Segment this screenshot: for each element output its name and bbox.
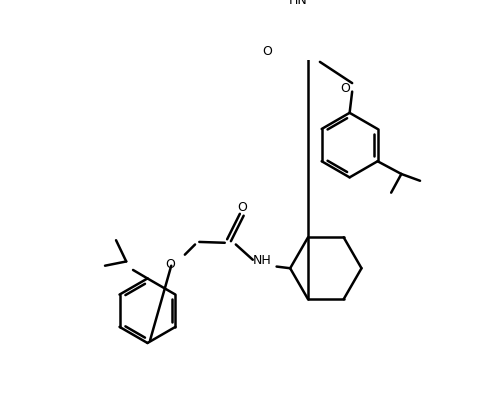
- Text: HN: HN: [288, 0, 307, 7]
- Text: O: O: [340, 82, 350, 95]
- Text: NH: NH: [253, 254, 272, 266]
- Text: O: O: [237, 200, 246, 213]
- Text: O: O: [165, 257, 175, 270]
- Text: O: O: [262, 45, 272, 58]
